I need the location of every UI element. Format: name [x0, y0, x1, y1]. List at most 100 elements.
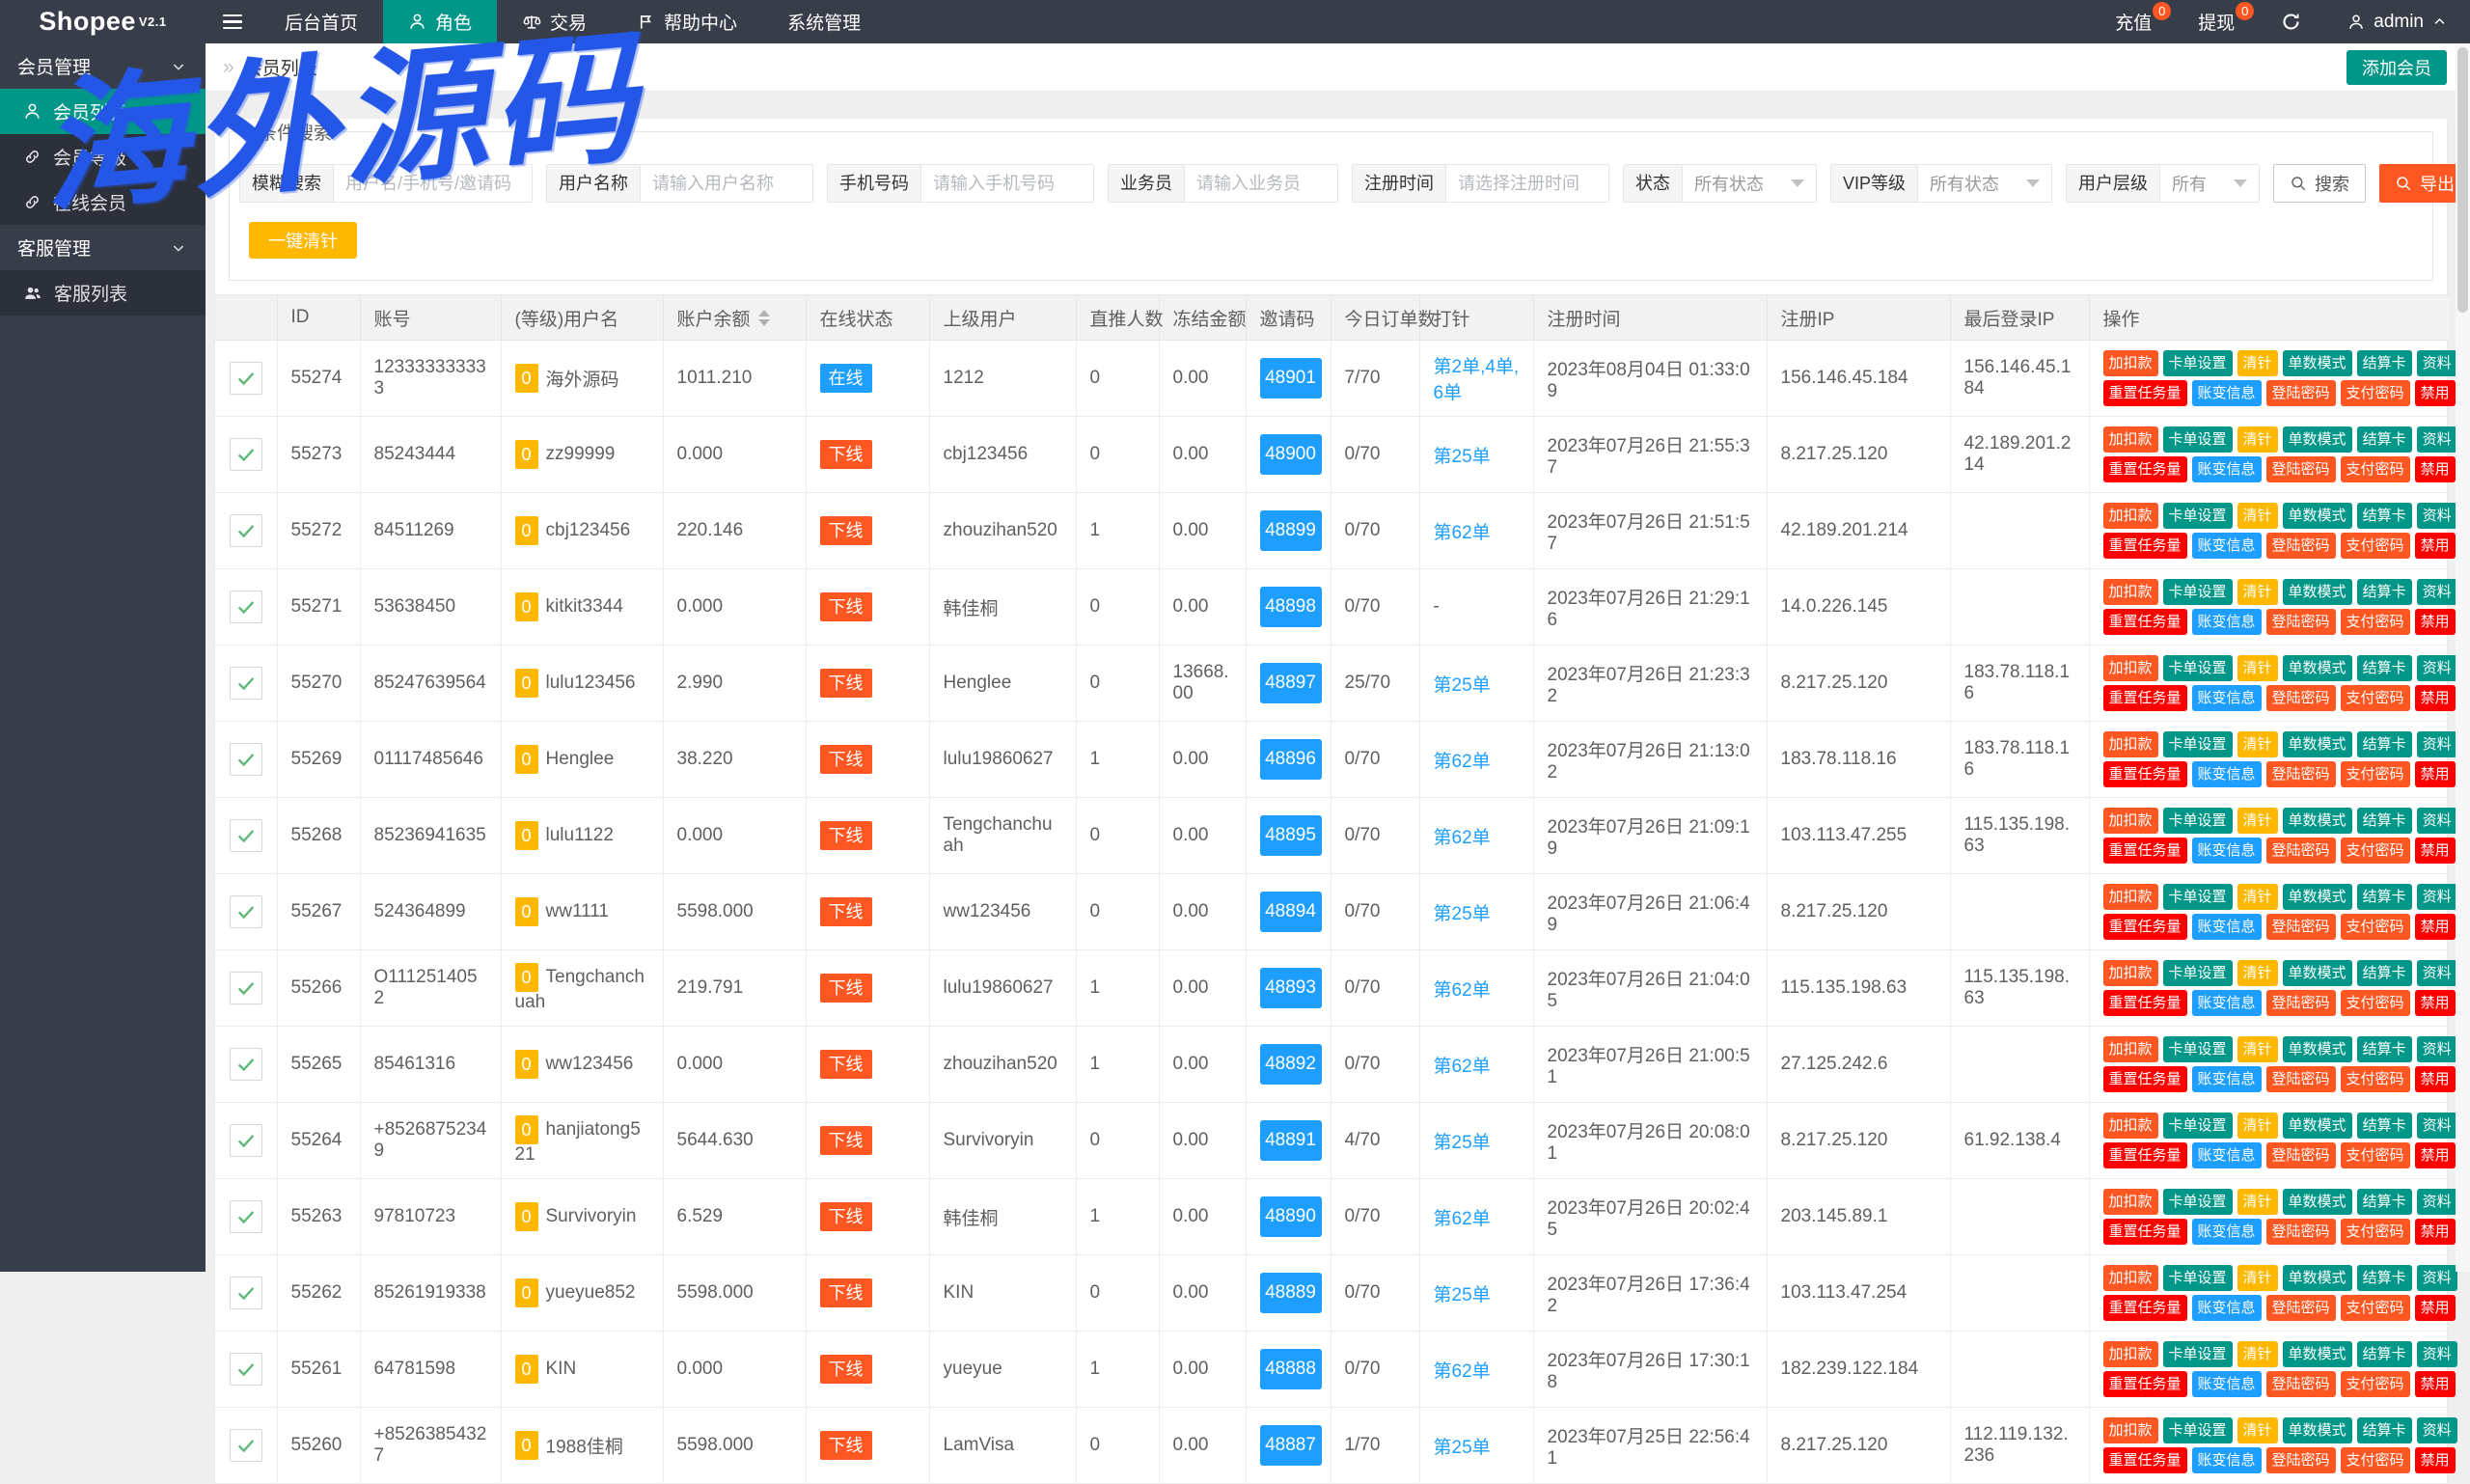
user-tier-select[interactable]: 所有 [2160, 165, 2259, 202]
fuzzy-search-input[interactable] [334, 165, 532, 202]
disable-button[interactable]: 禁用 [2415, 1371, 2456, 1397]
profile-button[interactable]: 资料 [2417, 960, 2457, 986]
card-order-settings-button[interactable]: 卡单设置 [2163, 1113, 2233, 1139]
disable-button[interactable]: 禁用 [2415, 533, 2456, 559]
sidebar-item-member-level[interactable]: 会员等级 [0, 134, 206, 179]
row-checkbox[interactable] [230, 667, 262, 700]
nav-item-system[interactable]: 系统管理 [762, 0, 886, 43]
add-deduct-button[interactable]: 加扣款 [2103, 731, 2158, 757]
clear-needle-row-button[interactable]: 清针 [2237, 1113, 2278, 1139]
login-password-button[interactable]: 登陆密码 [2266, 1066, 2336, 1092]
profile-button[interactable]: 资料 [2417, 1113, 2457, 1139]
order-mode-button[interactable]: 单数模式 [2283, 808, 2352, 834]
profile-button[interactable]: 资料 [2417, 503, 2457, 529]
clear-needle-row-button[interactable]: 清针 [2237, 1036, 2278, 1062]
card-order-settings-button[interactable]: 卡单设置 [2163, 655, 2233, 681]
disable-button[interactable]: 禁用 [2415, 609, 2456, 635]
invite-code-button[interactable]: 48889 [1260, 1273, 1322, 1313]
reset-task-button[interactable]: 重置任务量 [2103, 1066, 2187, 1092]
search-button[interactable]: 搜索 [2273, 164, 2366, 203]
add-deduct-button[interactable]: 加扣款 [2103, 655, 2158, 681]
invite-code-button[interactable]: 48894 [1260, 892, 1322, 932]
row-checkbox[interactable] [230, 1277, 262, 1309]
status-select[interactable]: 所有状态 [1683, 165, 1816, 202]
profile-button[interactable]: 资料 [2417, 1417, 2457, 1443]
reset-task-button[interactable]: 重置任务量 [2103, 533, 2187, 559]
profile-button[interactable]: 资料 [2417, 884, 2457, 910]
reset-task-button[interactable]: 重置任务量 [2103, 1447, 2187, 1473]
profile-button[interactable]: 资料 [2417, 1189, 2457, 1215]
disable-button[interactable]: 禁用 [2415, 380, 2456, 406]
card-order-settings-button[interactable]: 卡单设置 [2163, 884, 2233, 910]
needle-link[interactable]: 第25单 [1434, 904, 1491, 924]
settlement-card-button[interactable]: 结算卡 [2357, 655, 2412, 681]
clear-needle-row-button[interactable]: 清针 [2237, 503, 2278, 529]
hamburger-icon[interactable] [206, 0, 260, 43]
add-deduct-button[interactable]: 加扣款 [2103, 1036, 2158, 1062]
invite-code-button[interactable]: 48892 [1260, 1044, 1322, 1085]
card-order-settings-button[interactable]: 卡单设置 [2163, 1189, 2233, 1215]
account-change-info-button[interactable]: 账变信息 [2192, 685, 2262, 711]
clear-needle-row-button[interactable]: 清针 [2237, 884, 2278, 910]
account-change-info-button[interactable]: 账变信息 [2192, 1219, 2262, 1245]
order-mode-button[interactable]: 单数模式 [2283, 579, 2352, 605]
nav-item-roles[interactable]: 角色 [383, 0, 497, 43]
nav-item-help-center[interactable]: 帮助中心 [612, 0, 762, 43]
needle-link[interactable]: 第25单 [1434, 1285, 1491, 1305]
profile-button[interactable]: 资料 [2417, 350, 2457, 376]
profile-button[interactable]: 资料 [2417, 655, 2457, 681]
clear-needle-row-button[interactable]: 清针 [2237, 1189, 2278, 1215]
invite-code-button[interactable]: 48895 [1260, 815, 1322, 856]
card-order-settings-button[interactable]: 卡单设置 [2163, 731, 2233, 757]
clear-needle-row-button[interactable]: 清针 [2237, 426, 2278, 453]
reset-task-button[interactable]: 重置任务量 [2103, 990, 2187, 1016]
settlement-card-button[interactable]: 结算卡 [2357, 1189, 2412, 1215]
phone-input[interactable] [921, 165, 1093, 202]
row-checkbox[interactable] [230, 438, 262, 471]
nav-item-trade[interactable]: 帮助中心 交易 [497, 0, 612, 43]
order-mode-button[interactable]: 单数模式 [2283, 731, 2352, 757]
card-order-settings-button[interactable]: 卡单设置 [2163, 1417, 2233, 1443]
pay-password-button[interactable]: 支付密码 [2341, 990, 2410, 1016]
invite-code-button[interactable]: 48898 [1260, 587, 1322, 627]
pay-password-button[interactable]: 支付密码 [2341, 533, 2410, 559]
add-deduct-button[interactable]: 加扣款 [2103, 1341, 2158, 1367]
settlement-card-button[interactable]: 结算卡 [2357, 1341, 2412, 1367]
needle-link[interactable]: 第25单 [1434, 447, 1491, 467]
settlement-card-button[interactable]: 结算卡 [2357, 1036, 2412, 1062]
order-mode-button[interactable]: 单数模式 [2283, 655, 2352, 681]
settlement-card-button[interactable]: 结算卡 [2357, 808, 2412, 834]
pay-password-button[interactable]: 支付密码 [2341, 761, 2410, 787]
reset-task-button[interactable]: 重置任务量 [2103, 1219, 2187, 1245]
needle-link[interactable]: 第62单 [1434, 980, 1491, 1001]
add-deduct-button[interactable]: 加扣款 [2103, 960, 2158, 986]
invite-code-button[interactable]: 48896 [1260, 739, 1322, 780]
invite-code-button[interactable]: 48893 [1260, 968, 1322, 1008]
card-order-settings-button[interactable]: 卡单设置 [2163, 503, 2233, 529]
disable-button[interactable]: 禁用 [2415, 914, 2456, 940]
disable-button[interactable]: 禁用 [2415, 990, 2456, 1016]
row-checkbox[interactable] [230, 895, 262, 928]
profile-button[interactable]: 资料 [2417, 731, 2457, 757]
profile-button[interactable]: 资料 [2417, 426, 2457, 453]
account-change-info-button[interactable]: 账变信息 [2192, 838, 2262, 864]
reset-task-button[interactable]: 重置任务量 [2103, 685, 2187, 711]
card-order-settings-button[interactable]: 卡单设置 [2163, 579, 2233, 605]
invite-code-button[interactable]: 48897 [1260, 663, 1322, 703]
order-mode-button[interactable]: 单数模式 [2283, 1189, 2352, 1215]
account-change-info-button[interactable]: 账变信息 [2192, 533, 2262, 559]
reset-task-button[interactable]: 重置任务量 [2103, 609, 2187, 635]
reset-task-button[interactable]: 重置任务量 [2103, 456, 2187, 482]
pay-password-button[interactable]: 支付密码 [2341, 1447, 2410, 1473]
account-change-info-button[interactable]: 账变信息 [2192, 456, 2262, 482]
account-change-info-button[interactable]: 账变信息 [2192, 1142, 2262, 1168]
clear-needle-row-button[interactable]: 清针 [2237, 960, 2278, 986]
add-deduct-button[interactable]: 加扣款 [2103, 1113, 2158, 1139]
login-password-button[interactable]: 登陆密码 [2266, 1371, 2336, 1397]
clear-needle-row-button[interactable]: 清针 [2237, 731, 2278, 757]
add-member-button[interactable]: 添加会员 [2346, 50, 2447, 85]
card-order-settings-button[interactable]: 卡单设置 [2163, 808, 2233, 834]
sidebar-group-service-management[interactable]: 客服管理 [0, 225, 206, 270]
vertical-scrollbar[interactable] [2456, 43, 2470, 1272]
clear-needle-row-button[interactable]: 清针 [2237, 1265, 2278, 1291]
